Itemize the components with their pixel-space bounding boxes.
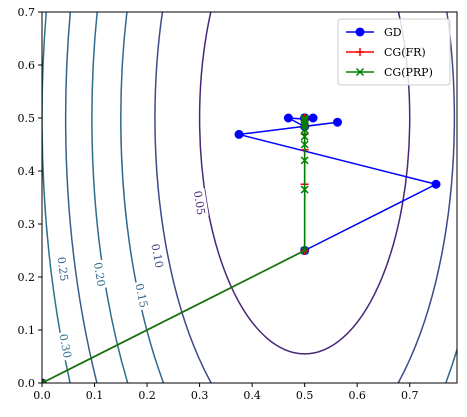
series-line-GD: [42, 117, 439, 383]
contour-label-text: 0.15: [132, 282, 150, 309]
contour-0.10: [154, 12, 456, 383]
data-point-GD: [308, 113, 318, 123]
y-tick-label: 0.4: [18, 165, 36, 178]
y-axis: 0.0 0.1 0.2 0.3 0.4 0.5 0.6 0.7: [18, 6, 42, 390]
legend-label: GD: [384, 26, 402, 39]
x-axis: 0.0 0.1 0.2 0.3 0.4 0.5 0.6 0.7: [33, 383, 418, 402]
plot-frame: [41, 11, 458, 384]
data-point-CG(PRP): [300, 246, 309, 255]
legend-label: CG(FR): [384, 46, 426, 59]
data-point-GD: [332, 117, 342, 127]
contour-label-0.30: 0.30: [56, 330, 76, 361]
contour-label-text: 0.10: [148, 243, 165, 269]
x-tick-label: 0.2: [138, 389, 156, 402]
contour-0.15: [120, 12, 457, 383]
x-tick-label: 0.7: [401, 389, 419, 402]
data-point-GD: [283, 113, 293, 123]
legend-entry-GD: GD: [346, 26, 402, 39]
x-tick-label: 0.5: [296, 389, 314, 402]
contour-label-text: 0.25: [55, 256, 71, 282]
legend-label: CG(PRP): [384, 66, 433, 79]
y-tick-label: 0.0: [18, 377, 36, 390]
y-tick-label: 0.1: [18, 324, 36, 337]
series-line-CG(PRP): [42, 118, 306, 383]
contour-label-text: 0.20: [91, 261, 108, 287]
legend-entry-CG(FR): CG(FR): [346, 46, 426, 59]
contour-label-0.10: 0.10: [148, 240, 167, 271]
x-tick-label: 0.6: [348, 389, 366, 402]
contour-label-0.25: 0.25: [54, 254, 72, 284]
contour-lines: [42, 12, 457, 383]
contour-0.05: [198, 12, 411, 355]
contour-label-0.20: 0.20: [90, 259, 109, 290]
y-tick-label: 0.5: [18, 112, 36, 125]
x-tick-label: 0.4: [243, 389, 261, 402]
data-point-CG(PRP): [300, 132, 309, 141]
legend-marker-GD: [355, 27, 365, 37]
y-tick-label: 0.6: [18, 59, 36, 72]
data-point-CG(PRP): [300, 140, 309, 149]
x-tick-label: 0.1: [86, 389, 104, 402]
data-point-GD: [431, 179, 441, 189]
y-tick-label: 0.2: [18, 271, 36, 284]
x-tick-label: 0.3: [191, 389, 209, 402]
legend-entry-CG(PRP): CG(PRP): [346, 66, 433, 79]
contour-0.25: [64, 12, 98, 383]
data-point-CG(PRP): [42, 378, 47, 383]
data-point-CG(PRP): [300, 116, 309, 125]
contour-labels: 0.05 0.10 0.15 0.20 0.25 0.30: [54, 187, 209, 361]
data-point-CG(PRP): [300, 185, 309, 194]
y-tick-label: 0.3: [18, 218, 36, 231]
y-tick-label: 0.7: [18, 6, 36, 19]
x-tick-label: 0.0: [33, 389, 51, 402]
contour-label-0.05: 0.05: [190, 187, 209, 218]
legend-marker-CG(FR): [356, 48, 364, 56]
contour-0.20: [91, 12, 129, 383]
data-point-GD: [234, 129, 244, 139]
series-line-CG(FR): [42, 118, 306, 383]
data-point-CG(PRP): [300, 156, 309, 165]
data-point-CG(PRP): [300, 113, 309, 123]
legend-box: [337, 18, 451, 86]
contour-label-text: 0.05: [191, 190, 208, 216]
series-layer: [42, 113, 441, 383]
contour-label-0.15: 0.15: [132, 280, 152, 311]
contour-label-text: 0.30: [56, 333, 73, 359]
legend-marker-CG(PRP): [355, 67, 365, 77]
legend: GD CG(FR) CG(PRP): [337, 18, 451, 86]
